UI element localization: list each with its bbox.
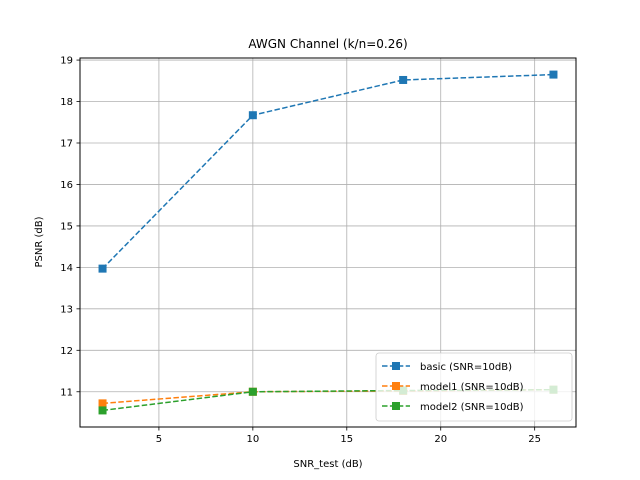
- legend-marker-0: [392, 362, 400, 370]
- legend-label-1: model1 (SNR=10dB): [420, 382, 524, 393]
- series-line-0: [102, 73, 554, 270]
- data-point-0-1: [248, 111, 257, 120]
- grid: [80, 58, 576, 427]
- data-point-1-0: [98, 399, 107, 408]
- x-tick-label: 5: [156, 434, 162, 445]
- y-tick-label: 13: [60, 304, 73, 315]
- y-axis-label: PSNR (dB): [34, 216, 45, 267]
- y-tick-label: 14: [60, 263, 73, 274]
- y-tick-label: 11: [60, 387, 73, 398]
- legend-entry-2[interactable]: model2 (SNR=10dB): [382, 402, 524, 413]
- data-point-0-0: [98, 264, 107, 273]
- y-tick-label: 18: [60, 97, 73, 108]
- legend-marker-1: [392, 382, 400, 390]
- y-tick-label: 12: [60, 346, 73, 357]
- x-tick-label: 10: [246, 434, 259, 445]
- y-tick-label: 15: [60, 221, 73, 232]
- data-point-0-3: [549, 70, 558, 79]
- x-tick-label: 20: [434, 434, 447, 445]
- x-tick-label: 25: [528, 434, 541, 445]
- series-line-2: [102, 388, 554, 412]
- legend-box: [375, 352, 573, 422]
- y-tick-label: 17: [60, 138, 73, 149]
- data-point-0-2: [399, 75, 408, 84]
- legend-entry-1[interactable]: model1 (SNR=10dB): [382, 382, 524, 393]
- legend-marker-2: [392, 402, 400, 410]
- chart-title: AWGN Channel (k/n=0.26): [248, 37, 407, 51]
- legend-label-0: basic (SNR=10dB): [420, 362, 512, 373]
- legend-entry-0[interactable]: basic (SNR=10dB): [382, 362, 512, 373]
- x-axis-label: SNR_test (dB): [293, 459, 362, 470]
- plot-frame: [79, 57, 577, 428]
- data-point-2-0: [98, 406, 107, 415]
- x-tick-label: 15: [340, 434, 353, 445]
- y-tick-label: 19: [60, 56, 73, 67]
- legend[interactable]: basic (SNR=10dB) model1 (SNR=10dB) model2 …: [375, 352, 573, 422]
- y-tick-label: 16: [60, 180, 73, 191]
- data-point-2-1: [248, 387, 257, 396]
- legend-label-2: model2 (SNR=10dB): [420, 402, 524, 413]
- axis-ticks: 5 10 15 20 25 11 12 13 14 15 16 17 18 19: [60, 56, 541, 445]
